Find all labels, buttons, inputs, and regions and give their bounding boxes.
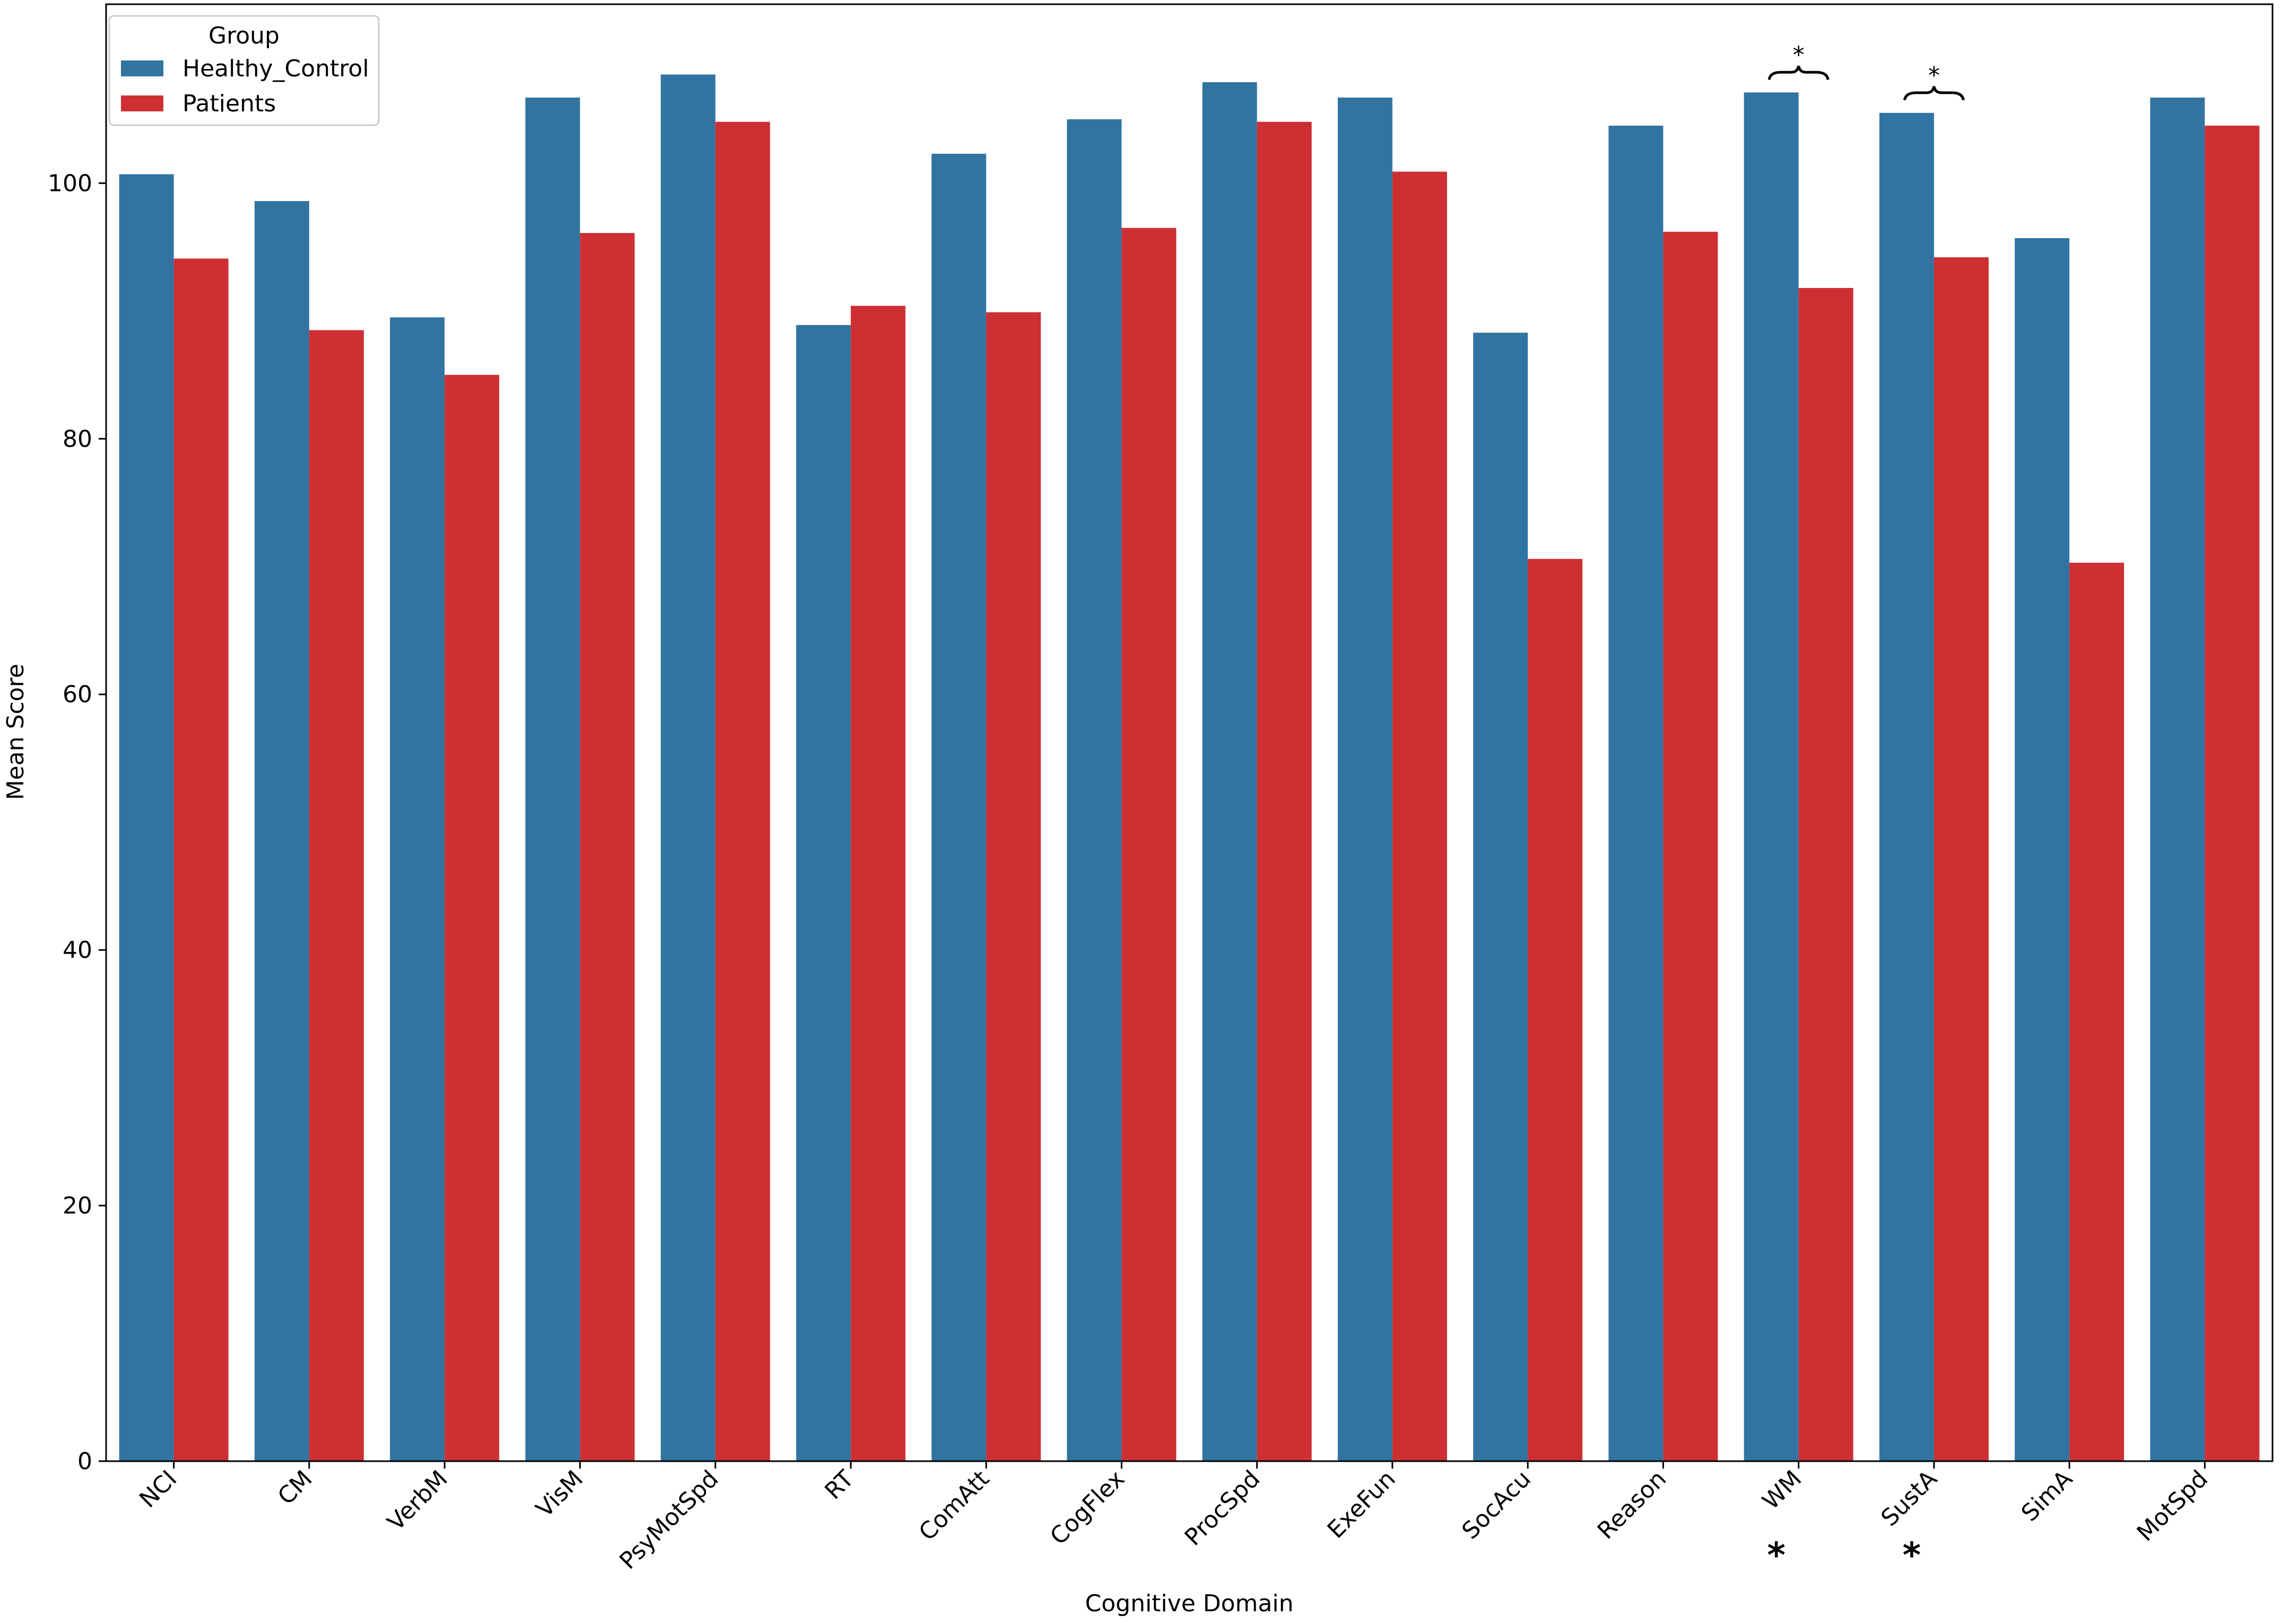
bar-healthy-control-motspd [2150,97,2205,1462]
x-tick-label-reason: Reason [1592,1465,1671,1544]
bar-healthy-control-psymotspd [660,74,716,1461]
x-tick-label-motspd: MotSpd [2132,1465,2213,1547]
bar-patients-procspd [1257,121,1312,1461]
bars-layer [119,74,2260,1462]
x-tick-label-vism: VisM [531,1465,588,1523]
x-tick-label-cogflex: CogFlex [1045,1465,1130,1550]
x-tick-label-procspd: ProcSpd [1180,1465,1266,1551]
legend-swatch-patients [121,95,163,111]
bar-healthy-control-comatt [931,153,987,1461]
bar-healthy-control-cogflex [1067,119,1122,1462]
x-tick-label-socacu: SocAcu [1457,1465,1536,1545]
tick-significance-star-susta: * [1903,1535,1921,1576]
tick-significance-star-wm: * [1767,1535,1786,1576]
bar-patients-verbm [445,374,500,1461]
legend-label-healthy-control: Healthy_Control [182,55,369,82]
bar-healthy-control-socacu [1473,333,1528,1462]
y-tick-label-100: 100 [48,170,92,197]
x-tick-label-comatt: ComAtt [914,1465,995,1546]
x-tick-label-psymotspd: PsyMotSpd [614,1465,724,1575]
x-tick-label-verbm: VerbM [382,1465,452,1536]
y-tick-label-40: 40 [63,937,92,964]
bar-patients-comatt [986,312,1041,1461]
y-axis-title: Mean Score [2,663,29,800]
x-tick-label-nci: NCI [134,1465,182,1513]
y-tick-label-80: 80 [63,425,92,452]
bar-healthy-control-exefun [1337,97,1392,1462]
legend-swatch-healthy-control [121,60,163,76]
bar-patients-rt [850,305,905,1461]
legend: Group Healthy_Control Patients [108,15,380,126]
bar-patients-cogflex [1121,228,1177,1462]
bar-patients-exefun [1392,171,1447,1461]
bar-healthy-control-reason [1608,125,1664,1461]
x-tick-label-exefun: ExeFun [1322,1465,1401,1544]
x-tick-label-sima: SimA [2016,1465,2078,1527]
bar-patients-motspd [2205,125,2260,1461]
y-tick-label-20: 20 [63,1192,92,1219]
bar-healthy-control-verbm [390,317,445,1461]
significance-bracket-susta [1903,86,1965,101]
bar-patients-sima [2069,563,2124,1461]
bar-patients-cm [309,330,364,1462]
y-tick-label-60: 60 [63,681,92,708]
legend-label-patients: Patients [182,90,276,117]
significance-star-wm: * [1793,41,1805,68]
x-tick-label-cm: CM [273,1465,318,1511]
bar-patients-psymotspd [715,121,770,1461]
bar-patients-wm [1798,287,1853,1461]
bar-patients-socacu [1528,558,1583,1461]
bar-healthy-control-rt [796,325,851,1462]
legend-title: Group [208,22,280,49]
plot-frame [105,3,2274,1462]
bar-healthy-control-vism [525,97,580,1462]
bar-healthy-control-susta [1879,112,1934,1462]
bar-healthy-control-wm [1744,92,1799,1461]
annotations-layer: * * * * [1767,41,1965,1576]
legend-box [108,15,380,126]
bar-patients-nci [173,258,229,1461]
x-tick-label-rt: RT [820,1465,859,1505]
bar-healthy-control-nci [119,174,174,1461]
x-axis-title: Cognitive Domain [1085,1590,1294,1617]
x-tick-label-susta: SustA [1876,1465,1942,1532]
bar-healthy-control-procspd [1202,82,1257,1462]
y-tick-label-0: 0 [77,1448,92,1475]
significance-star-susta: * [1928,62,1940,89]
bar-patients-vism [580,233,635,1462]
bar-patients-reason [1663,231,1718,1462]
bar-patients-susta [1934,257,1989,1461]
significance-bracket-wm [1767,65,1830,80]
bar-healthy-control-sima [2015,238,2070,1461]
x-tick-label-wm: WM [1757,1465,1807,1515]
bar-healthy-control-cm [254,201,309,1462]
